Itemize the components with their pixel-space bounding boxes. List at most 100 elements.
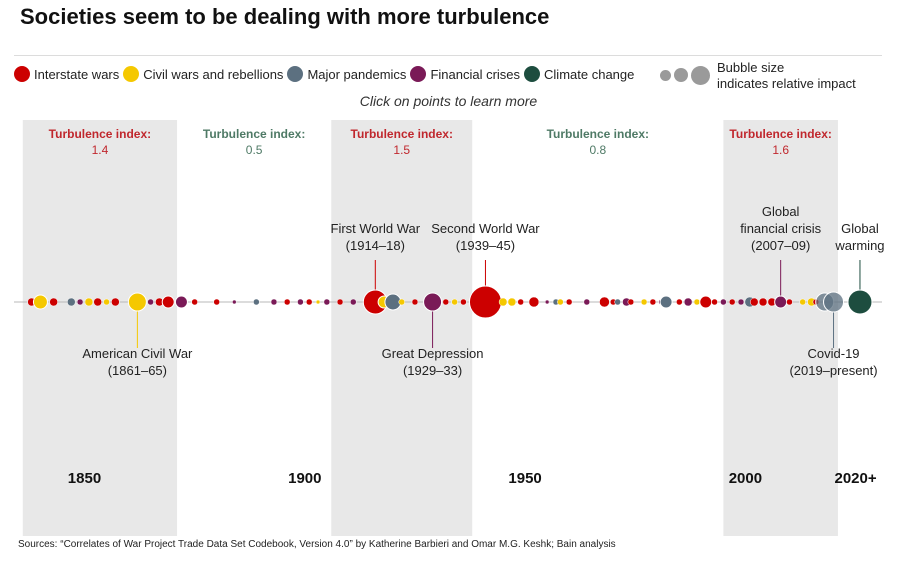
event-point-war[interactable] xyxy=(786,298,793,306)
small-bubble-icon xyxy=(660,69,671,81)
event-point-civil[interactable] xyxy=(799,298,806,306)
event-point-war[interactable] xyxy=(565,298,573,306)
annotation-4-line-2: (2007–09) xyxy=(751,238,810,253)
event-point-civil[interactable] xyxy=(315,299,321,305)
event-point-war[interactable] xyxy=(305,298,313,306)
period-labels: Turbulence index: 1.4 Turbulence index: 0.5… xyxy=(49,127,832,157)
annotation-0-line-1: (1861–65) xyxy=(108,363,167,378)
event-annotations: American Civil War (1861–65) First World W… xyxy=(82,204,884,378)
event-point-war[interactable] xyxy=(528,296,540,308)
chart-subtitle: Click on points to learn more xyxy=(359,93,538,109)
annotation-5-line-1: warming xyxy=(834,238,884,253)
event-point-war[interactable] xyxy=(336,298,344,306)
event-point-financial[interactable] xyxy=(720,298,727,306)
event-point-financial[interactable] xyxy=(774,295,788,309)
event-point-civil[interactable] xyxy=(507,297,517,307)
period-label-3: Turbulence index: xyxy=(547,127,649,141)
event-point-war[interactable] xyxy=(649,298,657,306)
tick-label-4: 2020+ xyxy=(834,470,876,487)
event-point-civil[interactable] xyxy=(84,297,94,307)
event-point-war[interactable] xyxy=(191,298,198,306)
event-point-war[interactable] xyxy=(517,298,524,306)
event-point-civil[interactable] xyxy=(498,297,508,307)
event-point-pandemic[interactable] xyxy=(253,298,260,306)
source-note: Sources: “Correlates of War Project Trad… xyxy=(18,539,616,550)
major-pandemics-swatch-icon xyxy=(287,66,304,82)
event-point-civil[interactable] xyxy=(451,298,458,306)
event-point-civil[interactable] xyxy=(127,292,147,312)
event-point-war[interactable] xyxy=(749,297,759,307)
period-value-3: 0.8 xyxy=(589,143,606,157)
event-point-pandemic[interactable] xyxy=(659,295,673,309)
event-point-financial[interactable] xyxy=(76,298,84,306)
event-point-financial[interactable] xyxy=(683,297,693,307)
tick-label-0: 1850 xyxy=(68,470,101,487)
event-point-civil[interactable] xyxy=(398,298,405,306)
bubble-note-line1: Bubble size xyxy=(717,60,785,75)
legend-item-interstate-wars[interactable]: Interstate wars xyxy=(14,66,119,82)
event-point-civil[interactable] xyxy=(32,294,48,310)
event-point-financial[interactable] xyxy=(423,292,443,312)
legend-item-climate-change[interactable]: Climate change xyxy=(524,66,634,82)
period-band-2 xyxy=(331,120,473,536)
event-point-civil[interactable] xyxy=(103,298,110,306)
event-point-war[interactable] xyxy=(93,297,102,307)
event-point-pandemic[interactable] xyxy=(823,291,845,313)
event-point-war[interactable] xyxy=(599,296,610,308)
period-label-1: Turbulence index: xyxy=(203,127,305,141)
event-point-pandemic[interactable] xyxy=(614,298,621,306)
event-point-financial[interactable] xyxy=(232,299,237,305)
period-label-4: Turbulence index: xyxy=(729,127,831,141)
annotation-4-line-1: financial crisis xyxy=(740,221,821,236)
event-point-financial[interactable] xyxy=(147,298,154,306)
event-point-financial[interactable] xyxy=(350,298,357,306)
event-point-war[interactable] xyxy=(442,298,450,306)
legend: Interstate wars Civil wars and rebellion… xyxy=(14,63,638,85)
interstate-wars-swatch-icon xyxy=(14,66,30,82)
event-point-war[interactable] xyxy=(627,298,635,306)
legend-item-major-pandemics[interactable]: Major pandemics xyxy=(287,66,406,82)
event-point-financial[interactable] xyxy=(737,298,745,306)
event-point-civil[interactable] xyxy=(693,298,701,306)
event-point-war[interactable] xyxy=(49,297,58,307)
event-point-war[interactable] xyxy=(699,295,713,309)
event-point-financial[interactable] xyxy=(270,298,278,306)
financial-crises-swatch-icon xyxy=(410,66,427,82)
event-point-climate[interactable] xyxy=(847,289,873,315)
event-point-war[interactable] xyxy=(111,297,120,307)
civil-wars-swatch-icon xyxy=(123,66,140,82)
event-point-pandemic[interactable] xyxy=(67,297,76,307)
period-band-0 xyxy=(22,120,178,536)
event-point-financial[interactable] xyxy=(544,299,550,305)
event-point-war[interactable] xyxy=(460,298,467,306)
title-divider xyxy=(14,55,882,56)
event-point-civil[interactable] xyxy=(557,298,564,306)
event-point-war[interactable] xyxy=(676,298,683,306)
annotation-1-line-0: First World War xyxy=(331,221,421,236)
annotation-2-line-0: Second World War xyxy=(431,221,540,236)
event-point-financial[interactable] xyxy=(583,298,591,306)
event-point-civil[interactable] xyxy=(640,298,648,306)
event-point-war[interactable] xyxy=(468,285,502,319)
large-bubble-icon xyxy=(691,65,710,85)
event-point-war[interactable] xyxy=(758,297,768,307)
legend-label-interstate-wars: Interstate wars xyxy=(34,66,120,82)
legend-item-financial-crises[interactable]: Financial crises xyxy=(410,66,520,82)
legend-item-civil-wars[interactable]: Civil wars and rebellions xyxy=(123,66,283,82)
event-point-financial[interactable] xyxy=(297,298,304,306)
period-label-2: Turbulence index: xyxy=(351,127,453,141)
event-point-financial[interactable] xyxy=(174,295,188,309)
annotation-leaders xyxy=(136,260,861,348)
event-point-war[interactable] xyxy=(283,298,291,306)
annotation-4-line-0: Global xyxy=(762,204,800,219)
event-point-financial[interactable] xyxy=(323,298,331,306)
annotation-3-line-1: (1929–33) xyxy=(403,363,462,378)
chart-title: Societies seem to be dealing with more t… xyxy=(20,4,550,29)
event-point-war[interactable] xyxy=(728,298,736,306)
event-point-war[interactable] xyxy=(161,295,175,309)
event-point-war[interactable] xyxy=(411,298,419,306)
event-point-war[interactable] xyxy=(213,298,220,306)
event-point-war[interactable] xyxy=(711,298,718,306)
period-label-0: Turbulence index: xyxy=(49,127,151,141)
